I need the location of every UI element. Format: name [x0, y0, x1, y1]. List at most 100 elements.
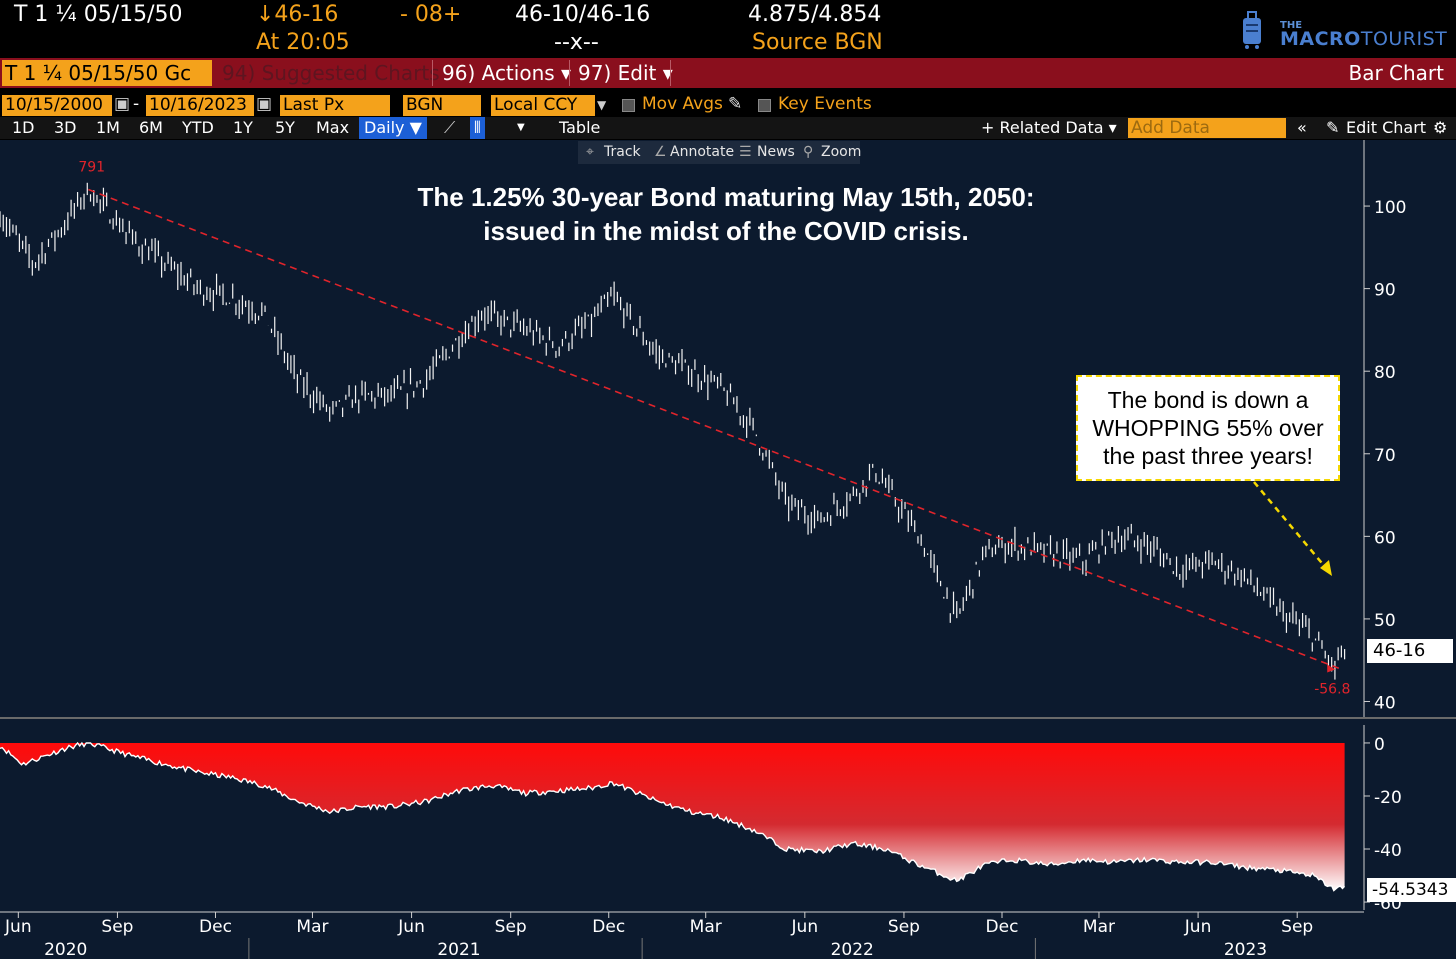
logo-macro: MACRO — [1280, 28, 1361, 50]
drawdown-area — [0, 742, 1345, 891]
chart-title: The 1.25% 30-year Bond maturing May 15th… — [417, 182, 1035, 212]
start-date-field[interactable]: 10/15/2000 — [2, 95, 112, 116]
tab-table[interactable]: Table — [559, 118, 601, 137]
y-tick-label: 40 — [1374, 693, 1396, 713]
price-source: Source BGN — [752, 30, 883, 55]
suitcase-icon — [1243, 11, 1261, 49]
yield-quote: 4.875/4.854 — [748, 2, 882, 27]
gear-icon[interactable]: ⚙ — [1433, 118, 1448, 137]
logo-tourist: TOURIST — [1360, 28, 1448, 50]
tab-1y[interactable]: 1Y — [233, 118, 253, 137]
suggested-charts-button[interactable]: 94) Suggested Charts — [222, 61, 440, 85]
news-tool[interactable]: News — [757, 144, 795, 160]
price-field[interactable]: Last Px — [280, 95, 390, 116]
zoom-icon[interactable]: ⚲ — [803, 144, 814, 160]
chevron-down-icon[interactable]: ▼ — [517, 122, 525, 133]
trend-arrowhead — [1327, 664, 1336, 673]
edit-chart-button[interactable]: Edit Chart — [1346, 118, 1427, 137]
callout-arrowhead — [1320, 560, 1332, 576]
x-tick-label: Sep — [101, 917, 133, 937]
chevron-down-icon[interactable]: ▼ — [597, 98, 607, 112]
x-tick-label: Jun — [791, 917, 819, 937]
crosshair-icon[interactable]: ⌖ — [586, 144, 594, 160]
divider — [432, 60, 433, 86]
pencil-icon[interactable]: ✎ — [1326, 118, 1340, 137]
x-tick-label: Dec — [986, 917, 1019, 937]
y-tick-label: 80 — [1374, 363, 1396, 383]
y-tick-label: 90 — [1374, 281, 1396, 301]
add-data-input[interactable]: Add Data — [1128, 118, 1286, 138]
x-tick-label: Sep — [888, 917, 920, 937]
x-tick-label: Mar — [690, 917, 722, 937]
mov-avgs-label: Mov Avgs — [642, 94, 723, 114]
key-events-label: Key Events — [778, 94, 872, 114]
x-tick-label: Jun — [1184, 917, 1212, 937]
tab-3d[interactable]: 3D — [54, 118, 77, 137]
currency-select[interactable]: Local CCY — [491, 95, 595, 116]
price-panel: 40 50 60 70 80 90 100 791 -56.8 — [0, 140, 1456, 719]
security-input[interactable]: T 1 ¼ 05/15/50 Gc — [2, 60, 212, 86]
related-data-menu[interactable]: + Related Data ▾ — [981, 118, 1117, 137]
tab-1m[interactable]: 1M — [96, 118, 120, 137]
brand-logo: MACROTOURIST — [1280, 28, 1447, 50]
news-icon[interactable]: ☰ — [739, 144, 752, 160]
calendar-icon[interactable]: ▣ — [256, 94, 273, 114]
frequency-select[interactable]: Daily ▼ — [359, 117, 427, 139]
x-tick-label: Dec — [592, 917, 625, 937]
bar-chart-icon[interactable]: ⫴ — [470, 117, 485, 139]
trend-line — [88, 188, 1340, 670]
drawdown-panel: 0-20-40-60 — [0, 725, 1402, 914]
track-tool[interactable]: Track — [604, 144, 641, 160]
trend-start-label: 791 — [78, 160, 105, 176]
y-tick-label: 50 — [1374, 611, 1396, 631]
date-axis: Jun Sep Dec Mar Jun Sep Dec Mar Jun Sep Dec Mar Jun S… — [0, 911, 1364, 959]
line-chart-icon[interactable]: ⟋ — [444, 118, 456, 137]
year-label: 2023 — [1224, 940, 1267, 959]
tab-1d[interactable]: 1D — [12, 118, 35, 137]
price-bars — [0, 182, 1346, 680]
edit-menu[interactable]: 97) Edit ▾ — [578, 61, 673, 85]
bid-ask-size: --x-- — [554, 30, 599, 55]
y-tick-label: 70 — [1374, 446, 1396, 466]
y-tick-label: -40 — [1374, 841, 1402, 861]
last-price: ↓46-16 — [256, 2, 339, 27]
security-name: T 1 ¼ 05/15/50 — [14, 2, 183, 27]
x-tick-label: Sep — [1281, 917, 1313, 937]
x-tick-label: Mar — [1083, 917, 1115, 937]
chart-tools-bar — [578, 141, 860, 164]
y-tick-label: 0 — [1374, 735, 1385, 755]
y-tick-label: 60 — [1374, 528, 1396, 548]
source-field[interactable]: BGN — [403, 95, 481, 116]
bid-ask: 46-10/46-16 — [515, 2, 651, 27]
trend-end-label: -56.8 — [1314, 681, 1350, 697]
last-price-label: 46-16 — [1367, 639, 1453, 663]
tab-5y[interactable]: 5Y — [275, 118, 295, 137]
tab-6m[interactable]: 6M — [139, 118, 163, 137]
tab-max[interactable]: Max — [316, 118, 350, 137]
y-tick-label: -20 — [1374, 788, 1402, 808]
y-tick-label: 100 — [1374, 198, 1406, 218]
function-toolbar: 94) Suggested Charts 96) Actions ▾ 97) E… — [0, 58, 1456, 88]
year-label: 2022 — [831, 940, 874, 959]
end-date-field[interactable]: 10/16/2023 — [146, 95, 254, 116]
mov-avgs-checkbox[interactable] — [622, 99, 635, 112]
callout-arrow — [1253, 481, 1327, 569]
ticker-header: T 1 ¼ 05/15/50 ↓46-16 At 20:05 - 08+ 46-… — [0, 0, 1456, 58]
pencil-icon[interactable]: ✎ — [728, 94, 743, 114]
divider — [670, 60, 671, 86]
x-tick-label: Dec — [199, 917, 232, 937]
calendar-icon[interactable]: ▣ — [114, 94, 131, 114]
zoom-tool[interactable]: Zoom — [821, 144, 862, 160]
collapse-icon[interactable]: « — [1297, 118, 1307, 137]
tab-ytd[interactable]: YTD — [182, 118, 214, 137]
x-tick-label: Sep — [495, 917, 527, 937]
key-events-checkbox[interactable] — [758, 99, 771, 112]
price-change: - 08+ — [400, 2, 462, 27]
annotate-tool[interactable]: Annotate — [670, 144, 735, 160]
year-label: 2021 — [437, 940, 480, 959]
annotation-callout: The bond is down a WHOPPING 55% over the… — [1076, 375, 1340, 481]
date-separator: - — [133, 94, 140, 114]
actions-menu[interactable]: 96) Actions ▾ — [442, 61, 572, 85]
line-tool-icon[interactable]: ∠ — [654, 144, 667, 160]
